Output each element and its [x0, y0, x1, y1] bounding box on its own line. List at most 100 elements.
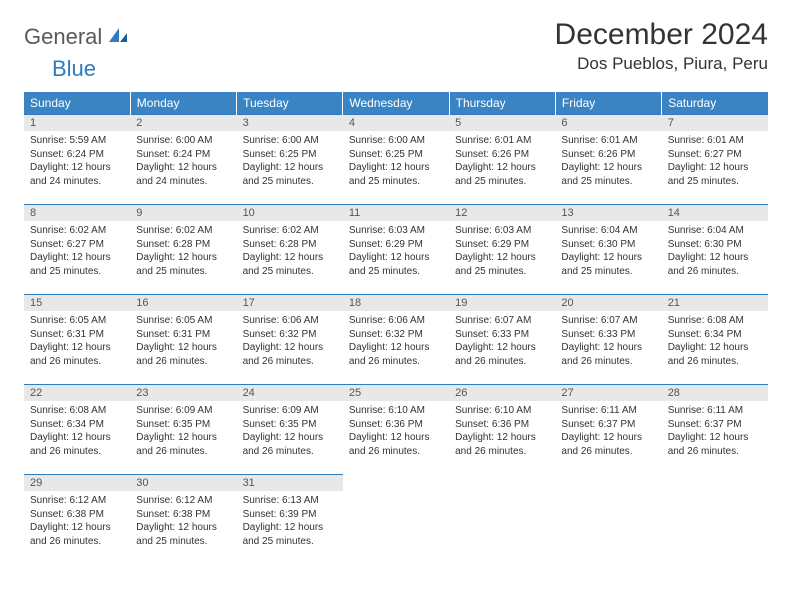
sunset-text: Sunset: 6:29 PM: [455, 238, 549, 252]
day-number: 23: [130, 385, 236, 401]
day-number: 22: [24, 385, 130, 401]
calendar-day-cell: 12Sunrise: 6:03 AMSunset: 6:29 PMDayligh…: [449, 205, 555, 295]
calendar-day-cell: 3Sunrise: 6:00 AMSunset: 6:25 PMDaylight…: [237, 115, 343, 205]
day-number: 5: [449, 115, 555, 131]
daylight-text: Daylight: 12 hours and 26 minutes.: [561, 341, 655, 368]
day-details: Sunrise: 6:09 AMSunset: 6:35 PMDaylight:…: [237, 401, 343, 464]
logo-sail-icon: [107, 26, 129, 49]
day-details: Sunrise: 6:01 AMSunset: 6:26 PMDaylight:…: [555, 131, 661, 194]
daylight-text: Daylight: 12 hours and 25 minutes.: [243, 251, 337, 278]
sunrise-text: Sunrise: 6:06 AM: [243, 314, 337, 328]
sunset-text: Sunset: 6:38 PM: [30, 508, 124, 522]
daylight-text: Daylight: 12 hours and 26 minutes.: [243, 341, 337, 368]
logo-text-general: General: [24, 24, 102, 50]
sunrise-text: Sunrise: 6:13 AM: [243, 494, 337, 508]
sunrise-text: Sunrise: 6:02 AM: [30, 224, 124, 238]
sunset-text: Sunset: 6:26 PM: [561, 148, 655, 162]
logo-blue-row: Blue: [24, 50, 96, 82]
sunset-text: Sunset: 6:30 PM: [561, 238, 655, 252]
calendar-table: Sunday Monday Tuesday Wednesday Thursday…: [24, 92, 768, 565]
sunrise-text: Sunrise: 6:01 AM: [668, 134, 762, 148]
day-details: Sunrise: 6:13 AMSunset: 6:39 PMDaylight:…: [237, 491, 343, 554]
day-details: Sunrise: 6:06 AMSunset: 6:32 PMDaylight:…: [237, 311, 343, 374]
sunset-text: Sunset: 6:36 PM: [455, 418, 549, 432]
day-details: Sunrise: 6:01 AMSunset: 6:27 PMDaylight:…: [662, 131, 768, 194]
daylight-text: Daylight: 12 hours and 24 minutes.: [30, 161, 124, 188]
sunset-text: Sunset: 6:36 PM: [349, 418, 443, 432]
daylight-text: Daylight: 12 hours and 25 minutes.: [349, 161, 443, 188]
day-details: Sunrise: 6:10 AMSunset: 6:36 PMDaylight:…: [343, 401, 449, 464]
day-details: Sunrise: 6:02 AMSunset: 6:28 PMDaylight:…: [237, 221, 343, 284]
daylight-text: Daylight: 12 hours and 24 minutes.: [136, 161, 230, 188]
daylight-text: Daylight: 12 hours and 26 minutes.: [30, 341, 124, 368]
calendar-day-cell: 22Sunrise: 6:08 AMSunset: 6:34 PMDayligh…: [24, 385, 130, 475]
day-details: Sunrise: 6:08 AMSunset: 6:34 PMDaylight:…: [24, 401, 130, 464]
weekday-header: Friday: [555, 92, 661, 115]
sunrise-text: Sunrise: 6:05 AM: [30, 314, 124, 328]
day-details: Sunrise: 6:12 AMSunset: 6:38 PMDaylight:…: [24, 491, 130, 554]
calendar-week-row: 15Sunrise: 6:05 AMSunset: 6:31 PMDayligh…: [24, 295, 768, 385]
daylight-text: Daylight: 12 hours and 25 minutes.: [136, 521, 230, 548]
day-number: 26: [449, 385, 555, 401]
header: General Blue December 2024 Dos Pueblos, …: [24, 18, 768, 82]
sunrise-text: Sunrise: 6:05 AM: [136, 314, 230, 328]
daylight-text: Daylight: 12 hours and 25 minutes.: [455, 251, 549, 278]
sunset-text: Sunset: 6:39 PM: [243, 508, 337, 522]
weekday-header: Wednesday: [343, 92, 449, 115]
sunrise-text: Sunrise: 6:09 AM: [136, 404, 230, 418]
day-number: 6: [555, 115, 661, 131]
day-number: 18: [343, 295, 449, 311]
sunset-text: Sunset: 6:37 PM: [668, 418, 762, 432]
calendar-day-cell: 4 Sunrise: 6:00 AMSunset: 6:25 PMDaylight…: [343, 115, 449, 205]
day-details: Sunrise: 6:02 AMSunset: 6:27 PMDaylight:…: [24, 221, 130, 284]
day-details: Sunrise: 6:00 AMSunset: 6:24 PMDaylight:…: [130, 131, 236, 194]
day-details: Sunrise: 6:04 AMSunset: 6:30 PMDaylight:…: [555, 221, 661, 284]
day-details: Sunrise: 6:05 AMSunset: 6:31 PMDaylight:…: [24, 311, 130, 374]
daylight-text: Daylight: 12 hours and 25 minutes.: [243, 521, 337, 548]
calendar-day-cell: 20Sunrise: 6:07 AMSunset: 6:33 PMDayligh…: [555, 295, 661, 385]
sunrise-text: Sunrise: 6:00 AM: [349, 134, 443, 148]
sunset-text: Sunset: 6:24 PM: [30, 148, 124, 162]
calendar-day-cell: 28Sunrise: 6:11 AMSunset: 6:37 PMDayligh…: [662, 385, 768, 475]
day-number: 4: [343, 115, 449, 131]
daylight-text: Daylight: 12 hours and 25 minutes.: [561, 251, 655, 278]
calendar-day-cell: 31Sunrise: 6:13 AMSunset: 6:39 PMDayligh…: [237, 475, 343, 565]
sunset-text: Sunset: 6:33 PM: [561, 328, 655, 342]
sunrise-text: Sunrise: 6:01 AM: [561, 134, 655, 148]
daylight-text: Daylight: 12 hours and 26 minutes.: [349, 341, 443, 368]
sunrise-text: Sunrise: 6:02 AM: [136, 224, 230, 238]
day-number: 14: [662, 205, 768, 221]
day-details: Sunrise: 6:06 AMSunset: 6:32 PMDaylight:…: [343, 311, 449, 374]
day-details: Sunrise: 6:03 AMSunset: 6:29 PMDaylight:…: [343, 221, 449, 284]
sunrise-text: Sunrise: 6:11 AM: [668, 404, 762, 418]
calendar-day-cell: 26Sunrise: 6:10 AMSunset: 6:36 PMDayligh…: [449, 385, 555, 475]
calendar-day-cell: 17Sunrise: 6:06 AMSunset: 6:32 PMDayligh…: [237, 295, 343, 385]
sunset-text: Sunset: 6:25 PM: [349, 148, 443, 162]
day-number: 31: [237, 475, 343, 491]
sunset-text: Sunset: 6:34 PM: [668, 328, 762, 342]
day-details: Sunrise: 6:09 AMSunset: 6:35 PMDaylight:…: [130, 401, 236, 464]
day-number: 21: [662, 295, 768, 311]
calendar-day-cell: 1Sunrise: 5:59 AMSunset: 6:24 PMDaylight…: [24, 115, 130, 205]
calendar-day-cell: 25Sunrise: 6:10 AMSunset: 6:36 PMDayligh…: [343, 385, 449, 475]
sunset-text: Sunset: 6:32 PM: [349, 328, 443, 342]
logo: General Blue: [24, 18, 129, 82]
calendar-day-cell: 27Sunrise: 6:11 AMSunset: 6:37 PMDayligh…: [555, 385, 661, 475]
sunrise-text: Sunrise: 6:00 AM: [243, 134, 337, 148]
day-number: 7: [662, 115, 768, 131]
day-details: Sunrise: 6:02 AMSunset: 6:28 PMDaylight:…: [130, 221, 236, 284]
day-details: Sunrise: 6:12 AMSunset: 6:38 PMDaylight:…: [130, 491, 236, 554]
calendar-day-cell: 2Sunrise: 6:00 AMSunset: 6:24 PMDaylight…: [130, 115, 236, 205]
sunset-text: Sunset: 6:28 PM: [136, 238, 230, 252]
day-details: Sunrise: 6:00 AMSunset: 6:25 PMDaylight:…: [237, 131, 343, 194]
calendar-week-row: 29Sunrise: 6:12 AMSunset: 6:38 PMDayligh…: [24, 475, 768, 565]
sunrise-text: Sunrise: 5:59 AM: [30, 134, 124, 148]
daylight-text: Daylight: 12 hours and 26 minutes.: [30, 521, 124, 548]
calendar-week-row: 1Sunrise: 5:59 AMSunset: 6:24 PMDaylight…: [24, 115, 768, 205]
sunset-text: Sunset: 6:25 PM: [243, 148, 337, 162]
sunset-text: Sunset: 6:31 PM: [136, 328, 230, 342]
month-title: December 2024: [555, 18, 768, 52]
calendar-week-row: 8Sunrise: 6:02 AMSunset: 6:27 PMDaylight…: [24, 205, 768, 295]
sunset-text: Sunset: 6:28 PM: [243, 238, 337, 252]
sunrise-text: Sunrise: 6:09 AM: [243, 404, 337, 418]
